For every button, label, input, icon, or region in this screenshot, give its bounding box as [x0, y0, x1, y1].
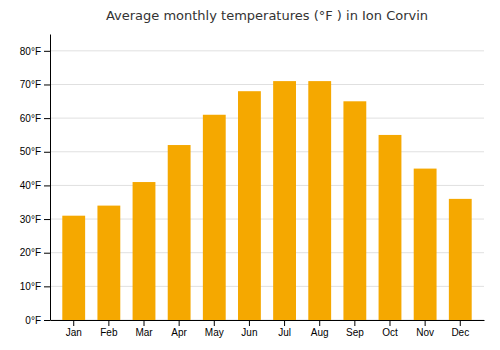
x-tick: Mar — [135, 320, 153, 338]
y-tick-mark — [44, 286, 50, 287]
x-tick: Jun — [241, 320, 257, 338]
x-tick-label: Oct — [382, 327, 398, 338]
x-tick-label: Jun — [241, 327, 257, 338]
grid-line — [50, 84, 484, 85]
x-tick-mark — [144, 320, 145, 326]
x-tick-label: Nov — [416, 327, 434, 338]
x-tick-label: Aug — [311, 327, 329, 338]
y-tick: 0°F — [25, 315, 50, 326]
y-tick-mark — [44, 253, 50, 254]
bar — [308, 81, 331, 320]
grid-line — [50, 50, 484, 51]
x-tick-mark — [425, 320, 426, 326]
y-tick-mark — [44, 84, 50, 85]
bar — [343, 101, 366, 320]
x-tick-mark — [389, 320, 390, 326]
x-tick: Aug — [311, 320, 329, 338]
y-tick-mark — [44, 320, 50, 321]
y-tick: 20°F — [20, 247, 50, 258]
x-tick-mark — [319, 320, 320, 326]
y-tick: 70°F — [20, 79, 50, 90]
bar — [97, 206, 120, 320]
y-tick-mark — [44, 219, 50, 220]
y-tick: 30°F — [20, 214, 50, 225]
x-tick: Apr — [171, 320, 187, 338]
bar — [238, 91, 261, 320]
x-tick: Jul — [278, 320, 291, 338]
x-tick-mark — [460, 320, 461, 326]
x-tick: Sep — [346, 320, 364, 338]
y-tick-mark — [44, 51, 50, 52]
x-tick-label: Jan — [66, 327, 82, 338]
plot-area — [62, 81, 471, 320]
x-tick: Oct — [382, 320, 398, 338]
x-axis-line — [51, 320, 485, 321]
x-tick-label: May — [205, 327, 224, 338]
x-tick-label: Mar — [135, 327, 153, 338]
y-tick: 80°F — [20, 46, 50, 57]
x-tick-label: Dec — [451, 327, 469, 338]
chart: 0°F 10°F 20°F 30°F 40°F 50°F 60°F 70°F 80°F Jan Fe… — [0, 0, 500, 350]
y-tick-mark — [44, 185, 50, 186]
y-axis: 0°F 10°F 20°F 30°F 40°F 50°F 60°F 70°F 80°F — [20, 35, 51, 326]
y-tick-label: 60°F — [20, 113, 41, 124]
bar — [379, 135, 402, 320]
y-tick-label: 80°F — [20, 46, 41, 57]
title: Average monthly temperatures (°F ) in Io… — [106, 8, 428, 23]
bar — [273, 81, 296, 320]
y-tick-label: 40°F — [20, 180, 41, 191]
x-tick-mark — [284, 320, 285, 326]
x-tick-label: Feb — [100, 327, 118, 338]
bar — [414, 169, 437, 320]
y-tick-label: 0°F — [25, 315, 41, 326]
bar — [62, 216, 85, 320]
x-tick: Jan — [66, 320, 82, 338]
x-tick-mark — [179, 320, 180, 326]
x-tick: Nov — [416, 320, 434, 338]
y-tick-mark — [44, 152, 50, 153]
bar — [133, 182, 156, 320]
x-tick-label: Jul — [278, 327, 291, 338]
grid — [50, 51, 484, 320]
bar — [168, 145, 191, 320]
x-tick-label: Apr — [171, 327, 187, 338]
y-tick: 50°F — [20, 146, 50, 157]
x-tick: Feb — [100, 320, 118, 338]
grid-line — [50, 118, 484, 119]
y-tick-label: 10°F — [20, 281, 41, 292]
y-tick: 10°F — [20, 281, 50, 292]
x-tick-label: Sep — [346, 327, 364, 338]
y-axis-line — [50, 35, 51, 321]
bar — [449, 199, 472, 320]
grid-line — [50, 151, 484, 152]
y-tick-mark — [44, 118, 50, 119]
x-tick-mark — [249, 320, 250, 326]
x-tick-mark — [73, 320, 74, 326]
y-tick-label: 30°F — [20, 214, 41, 225]
x-tick: May — [205, 320, 224, 338]
x-tick-mark — [214, 320, 215, 326]
x-axis: Jan Feb Mar Apr May Jun Jul Aug Sep Oct Nov Dec — [51, 320, 485, 338]
y-tick: 40°F — [20, 180, 50, 191]
y-tick-label: 20°F — [20, 247, 41, 258]
y-tick-label: 70°F — [20, 79, 41, 90]
x-tick-mark — [108, 320, 109, 326]
x-tick: Dec — [451, 320, 469, 338]
y-tick-label: 50°F — [20, 146, 41, 157]
y-tick: 60°F — [20, 113, 50, 124]
x-tick-mark — [354, 320, 355, 326]
bar — [203, 115, 226, 320]
